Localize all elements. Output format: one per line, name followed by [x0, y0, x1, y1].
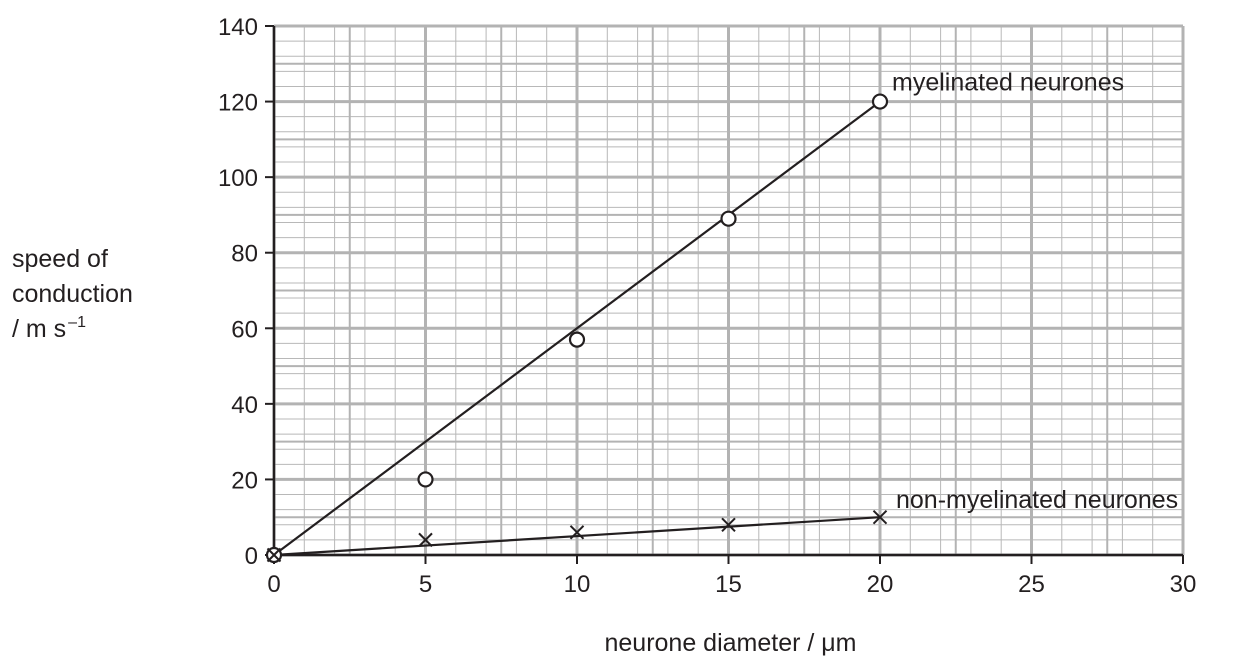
series-label-non-myelinated: non-myelinated neurones	[896, 486, 1178, 514]
x-tick-label: 5	[419, 571, 432, 598]
x-tick-label: 20	[867, 571, 894, 598]
y-axis-title-line-1: speed of	[12, 245, 108, 273]
data-point-myelinated	[720, 210, 737, 227]
y-tick-label: 0	[245, 543, 258, 570]
x-tick-label: 25	[1018, 571, 1045, 598]
data-point-non-myelinated	[418, 532, 433, 548]
data-point-non-myelinated	[569, 525, 585, 540]
data-point-myelinated	[417, 471, 434, 488]
y-tick-label: 140	[218, 14, 258, 41]
chart-grid	[272, 24, 1185, 557]
series-label-myelinated: myelinated neurones	[892, 69, 1124, 97]
x-tick-label: 0	[267, 571, 280, 598]
series-line-non-myelinated	[273, 516, 881, 557]
y-axis-title-line-3: / m s	[12, 315, 66, 343]
y-tick-label: 120	[218, 90, 258, 117]
y-tick-label: 60	[231, 316, 258, 343]
series-lines	[273, 100, 881, 557]
data-point-non-myelinated	[721, 517, 736, 532]
y-tick-label: 100	[218, 165, 258, 192]
x-tick-label: 30	[1170, 571, 1197, 598]
axis-ticks: 0 5 10 15 20 25 30 0 20 40 60 80 100 120 140	[218, 14, 1196, 598]
y-tick-label: 20	[231, 467, 258, 494]
y-tick-label: 40	[231, 392, 258, 419]
x-axis-title: neurone diameter / μm	[604, 629, 856, 657]
y-axis-title: speed of conduction / m s –1	[12, 245, 140, 343]
data-point-myelinated	[871, 93, 889, 110]
data-point-non-myelinated	[266, 547, 282, 563]
y-axis-title-line-2: conduction	[12, 280, 133, 308]
data-point-myelinated	[568, 331, 586, 348]
chart-labels: neurone diameter / μm speed of conductio…	[12, 69, 1178, 657]
x-tick-label: 15	[715, 571, 742, 598]
series-markers	[265, 93, 889, 564]
x-tick-label: 10	[564, 571, 591, 598]
y-tick-label: 80	[231, 241, 258, 268]
series-line-myelinated	[273, 100, 881, 556]
y-axis-title-superscript: –1	[68, 314, 86, 331]
data-point-non-myelinated	[872, 510, 888, 525]
